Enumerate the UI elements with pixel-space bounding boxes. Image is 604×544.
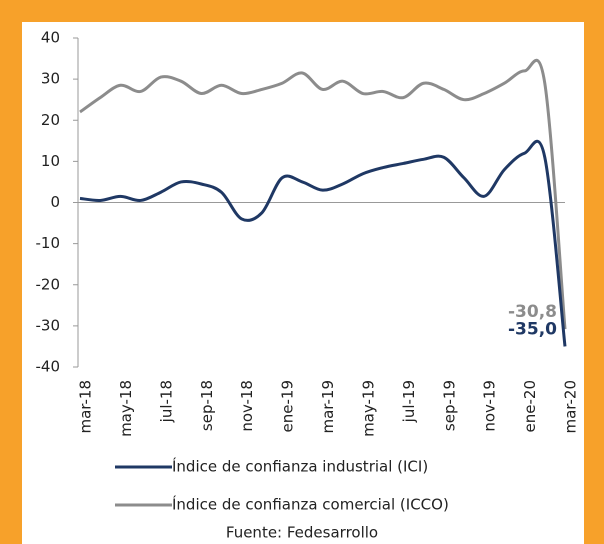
x-tick-label: mar-19 (319, 380, 337, 434)
x-tick-label: nov-19 (481, 380, 499, 432)
x-tick-label: sep-18 (198, 380, 216, 431)
y-tick-label: -10 (36, 234, 61, 252)
legend-label: Índice de confianza industrial (ICI) (172, 457, 428, 476)
x-tick-label: may-19 (359, 380, 377, 437)
source: Fuente: Fedesarrollo (226, 524, 378, 542)
y-tick-label: -30 (36, 316, 61, 334)
series-line (79, 58, 567, 330)
x-tick-label: jul-19 (400, 380, 418, 423)
y-tick-label: 20 (41, 111, 60, 129)
y-tick-label: 30 (41, 70, 60, 88)
x-tick-label: jul-18 (157, 380, 175, 423)
legend-label: Índice de confianza comercial (ICCO) (172, 495, 449, 514)
y-tick-label: 0 (50, 193, 60, 211)
y-tick-label: -40 (36, 358, 61, 376)
y-tick-label: 40 (41, 29, 60, 47)
series-line (79, 139, 567, 347)
chart-frame (22, 22, 584, 544)
y-tick-label: 10 (41, 152, 60, 170)
data-label: -30,8 (508, 302, 557, 322)
y-tick-label: -20 (36, 275, 61, 293)
x-tick-label: may-18 (117, 380, 135, 437)
x-tick-label: sep-19 (440, 380, 458, 431)
x-tick-label: mar-20 (562, 380, 580, 434)
x-tick-label: ene-20 (521, 380, 539, 432)
x-tick-label: ene-19 (279, 380, 297, 432)
x-tick-label: nov-18 (238, 380, 256, 432)
x-tick-label: mar-18 (77, 380, 95, 434)
data-label: -35,0 (508, 319, 557, 339)
